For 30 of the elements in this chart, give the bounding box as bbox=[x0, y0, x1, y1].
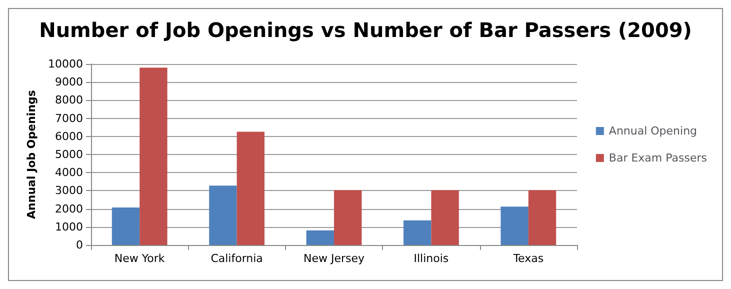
x-tick-label: Texas bbox=[512, 252, 544, 265]
bar bbox=[306, 230, 334, 245]
y-axis-title: Annual Job Openings bbox=[25, 90, 38, 219]
y-tick-label: 5000 bbox=[55, 148, 83, 161]
y-tick-label: 9000 bbox=[55, 76, 83, 89]
y-tick-label: 0 bbox=[76, 238, 83, 252]
y-tick-label: 7000 bbox=[55, 112, 83, 125]
y-tick-label: 2000 bbox=[55, 202, 83, 216]
y-tick-label: 4000 bbox=[55, 166, 83, 180]
y-tick-label: 1000 bbox=[55, 220, 83, 234]
y-tick-label: 8000 bbox=[55, 94, 83, 107]
bar bbox=[431, 190, 459, 245]
bar bbox=[500, 206, 528, 245]
y-tick-label: 10000 bbox=[48, 58, 83, 70]
bar bbox=[209, 186, 237, 245]
bar bbox=[236, 132, 264, 245]
bar bbox=[140, 68, 168, 245]
bar bbox=[334, 190, 362, 245]
x-tick-label: New Jersey bbox=[303, 252, 365, 265]
legend-label: Bar Exam Passers bbox=[608, 152, 708, 164]
legend-label: Annual Opening bbox=[608, 124, 698, 138]
y-tick-label: 3000 bbox=[55, 184, 83, 198]
bar bbox=[112, 208, 140, 245]
x-tick-label: Illinois bbox=[414, 252, 449, 265]
chart-title: Number of Job Openings vs Number of Bar Passers (2009) bbox=[39, 18, 692, 42]
bar bbox=[404, 220, 432, 245]
bar bbox=[528, 190, 556, 245]
y-tick-label: 6000 bbox=[55, 130, 83, 143]
x-tick-label: New York bbox=[114, 252, 166, 265]
x-tick-label: California bbox=[210, 252, 263, 265]
